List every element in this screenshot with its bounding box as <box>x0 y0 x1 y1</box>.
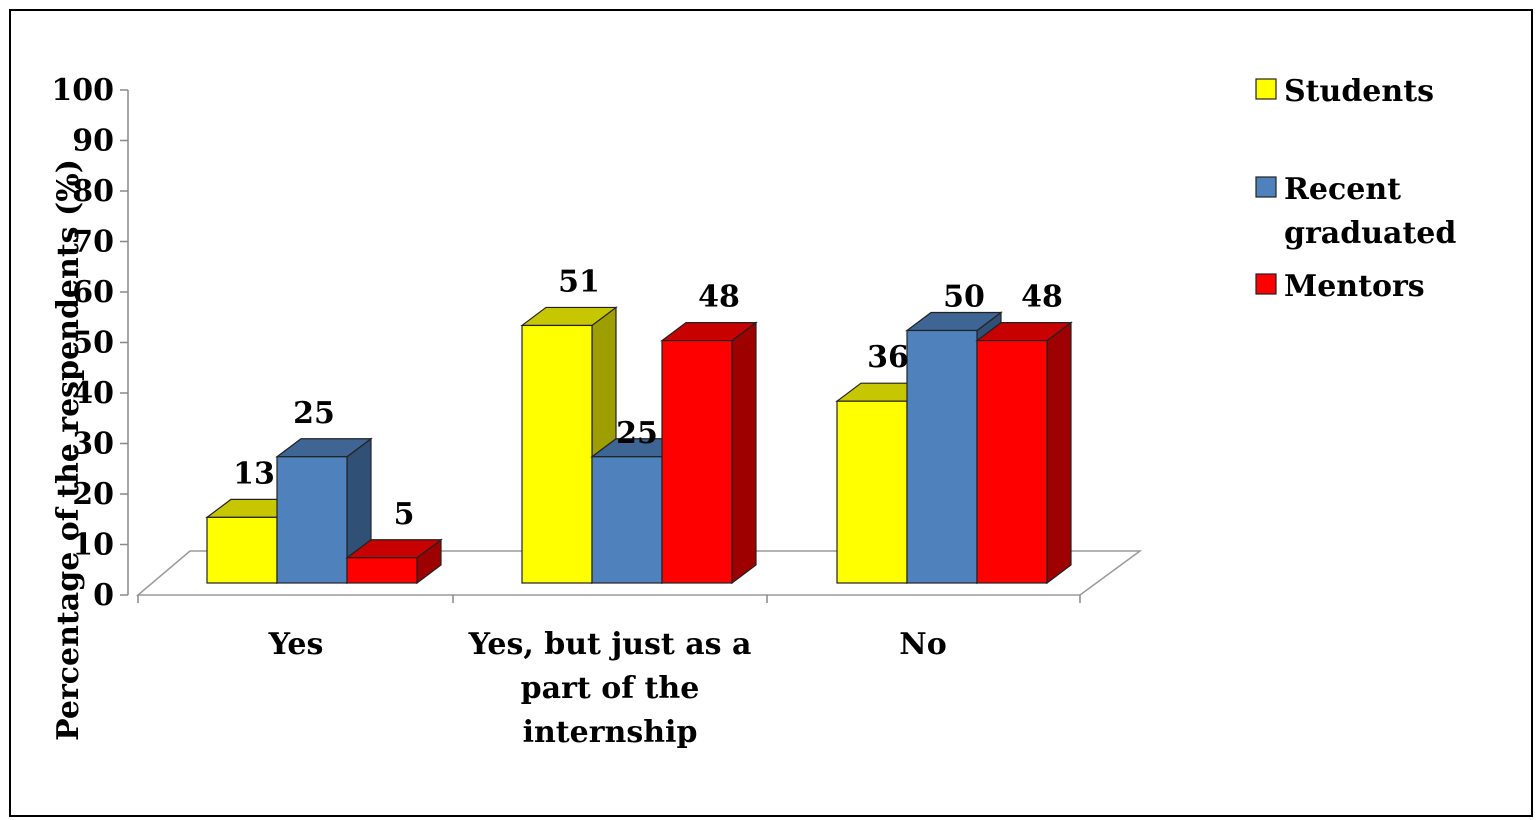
y-tick-label: 0 <box>93 578 114 613</box>
data-label: 50 <box>943 280 985 315</box>
data-label: 48 <box>698 280 740 315</box>
bar-front <box>206 516 278 584</box>
y-axis <box>120 89 129 596</box>
bar <box>345 538 443 585</box>
legend-label: Recent <box>1284 172 1401 207</box>
y-tick-label: 40 <box>72 376 114 411</box>
data-label: 25 <box>616 416 658 451</box>
legend-label: Mentors <box>1284 269 1425 304</box>
category-label: Yes <box>268 627 324 662</box>
y-tick-labels: 0 10 20 30 40 50 60 70 80 90 100 <box>51 73 114 613</box>
category-labels: Yes Yes, but just as a part of the internsh… <box>268 627 947 750</box>
floor-plane <box>135 550 1143 596</box>
bar <box>660 321 758 585</box>
chart-frame <box>9 9 1533 817</box>
legend: Students Recent graduated Mentors <box>1255 74 1456 304</box>
bar-front <box>906 329 978 584</box>
y-tick-label: 60 <box>72 275 114 310</box>
legend-swatch <box>1255 273 1277 295</box>
legend-swatch <box>1255 78 1277 100</box>
bar-side <box>1046 321 1072 585</box>
category-label: No <box>899 627 946 662</box>
bar-front <box>976 340 1048 584</box>
data-label: 36 <box>867 340 909 375</box>
y-tick-label: 100 <box>51 73 114 108</box>
data-label: 5 <box>394 497 415 532</box>
bar-front <box>521 324 593 584</box>
legend-label: graduated <box>1284 216 1456 251</box>
category-label: part of the <box>521 671 700 706</box>
y-tick-label: 20 <box>72 477 114 512</box>
legend-swatch <box>1255 176 1277 198</box>
data-label: 25 <box>293 396 335 431</box>
bar-side <box>731 321 757 585</box>
bar-front <box>661 340 733 584</box>
bar-series <box>205 306 1073 585</box>
legend-label: Students <box>1284 74 1434 109</box>
y-tick-label: 10 <box>72 528 114 563</box>
bar-front <box>836 400 908 584</box>
y-tick-label: 80 <box>72 174 114 209</box>
category-label: internship <box>523 715 698 750</box>
data-labels: 13 25 5 51 25 48 36 50 48 <box>233 264 1063 531</box>
y-tick-label: 90 <box>72 124 114 159</box>
y-tick-label: 70 <box>72 225 114 260</box>
y-tick-label: 30 <box>72 427 114 462</box>
bar-front <box>591 456 663 584</box>
data-label: 13 <box>233 456 275 491</box>
bar <box>975 321 1073 585</box>
chart-floor <box>135 550 1143 596</box>
y-tick-label: 50 <box>72 326 114 361</box>
category-label: Yes, but just as a <box>468 627 752 662</box>
bar-front <box>276 456 348 584</box>
data-label: 48 <box>1021 280 1063 315</box>
x-axis <box>137 595 1081 603</box>
bar-front <box>346 557 418 584</box>
data-label: 51 <box>558 264 600 299</box>
y-axis-title: Percentage of the respendents (%) <box>51 159 86 741</box>
